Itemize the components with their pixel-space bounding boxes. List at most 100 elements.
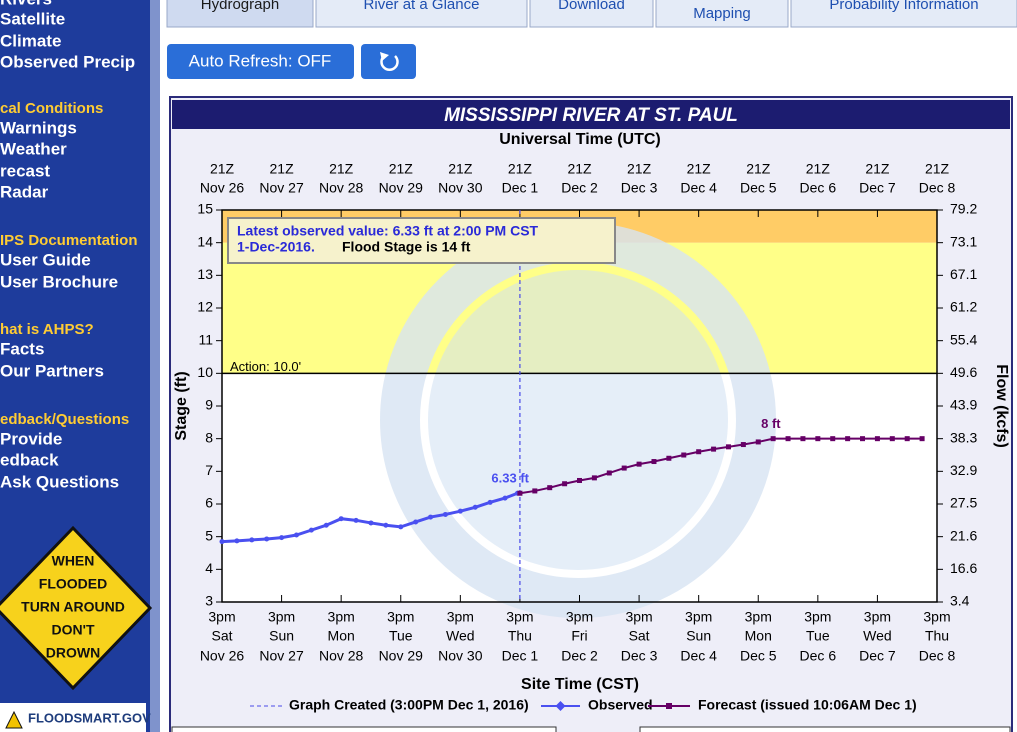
- top-tick-date: Dec 6: [800, 180, 837, 196]
- sidebar-link[interactable]: Rivers: [0, 0, 52, 8]
- top-tick-time: 21Z: [329, 161, 354, 177]
- sidebar-link[interactable]: Ask Questions: [0, 472, 119, 491]
- sidebar-header[interactable]: hat is AHPS?: [0, 321, 94, 338]
- forecast-point: [606, 470, 612, 476]
- x-tick-date: Dec 1: [502, 648, 539, 664]
- y-tick-label: 5: [205, 527, 213, 543]
- forecast-point: [874, 436, 880, 442]
- lower-box: [639, 726, 1011, 732]
- tab[interactable]: [166, 0, 314, 28]
- x-tick-weekday: Mon: [328, 628, 355, 644]
- tab[interactable]: [655, 0, 789, 28]
- forecast-point: [547, 485, 553, 491]
- sidebar-link[interactable]: Weather: [0, 139, 67, 158]
- tab-label[interactable]: Hydrograph: [201, 0, 279, 13]
- forecast-point: [532, 488, 538, 494]
- x-tick-time: 3pm: [804, 609, 831, 625]
- forecast-point: [904, 436, 910, 442]
- top-tick-date: Dec 2: [561, 180, 598, 196]
- x-tick-weekday: Tue: [389, 628, 413, 644]
- observed-point: [249, 537, 255, 543]
- sidebar-header[interactable]: cal Conditions: [0, 100, 103, 117]
- y-tick-label: 7: [205, 462, 213, 478]
- tab[interactable]: [790, 0, 1017, 28]
- tab[interactable]: [315, 0, 528, 28]
- tab-label[interactable]: InundationMapping: [687, 0, 757, 22]
- sidebar-link[interactable]: recast: [0, 161, 50, 180]
- x-tick-date: Dec 4: [680, 648, 717, 664]
- forecast-point: [740, 442, 746, 448]
- y2-tick-label: 38.3: [950, 429, 977, 445]
- observed-point: [472, 504, 478, 510]
- tab-label[interactable]: River at a Glance: [364, 0, 480, 13]
- y-tick-label: 11: [198, 331, 213, 347]
- y2-tick-label: 55.4: [950, 331, 977, 347]
- y2-tick-label: 43.9: [950, 397, 977, 413]
- legend-marker: [666, 703, 672, 709]
- latest-line2: 1-Dec-2016.: [237, 239, 315, 255]
- y2-tick-label: 3.4: [950, 593, 970, 609]
- sidebar-link[interactable]: Radar: [0, 182, 49, 201]
- y2-tick-label: 61.2: [950, 299, 977, 315]
- sidebar-link[interactable]: User Brochure: [0, 272, 118, 291]
- observed-point: [457, 508, 463, 514]
- forecast-point: [636, 461, 642, 467]
- x-tick-time: 3pm: [387, 609, 414, 625]
- top-tick-date: Nov 29: [379, 180, 424, 196]
- sidebar-link[interactable]: User Guide: [0, 250, 91, 269]
- tab[interactable]: [529, 0, 654, 28]
- sidebar-link[interactable]: Provide: [0, 429, 62, 448]
- y2-tick-label: 67.1: [950, 266, 977, 282]
- x-tick-weekday: Thu: [925, 628, 949, 644]
- x-tick-weekday: Mon: [745, 628, 772, 644]
- y2-tick-label: 73.1: [950, 233, 977, 249]
- sidebar-link[interactable]: Climate: [0, 31, 61, 50]
- top-axis-title: Universal Time (UTC): [499, 131, 661, 148]
- x-tick-date: Nov 29: [379, 648, 424, 664]
- observed-point: [413, 519, 419, 525]
- top-tick-time: 21Z: [389, 161, 414, 177]
- sidebar-header[interactable]: IPS Documentation: [0, 232, 138, 249]
- sidebar-header[interactable]: edback/Questions: [0, 411, 129, 428]
- y-tick-label: 6: [205, 495, 213, 511]
- sidebar-link[interactable]: Observed Precip: [0, 52, 135, 71]
- forecast-point: [517, 490, 523, 496]
- series-line: [519, 437, 923, 495]
- title-bar: [172, 100, 1010, 129]
- x-tick-weekday: Sat: [629, 628, 650, 644]
- refresh-button[interactable]: [361, 44, 416, 79]
- top-tick-time: 21Z: [508, 161, 533, 177]
- x-tick-time: 3pm: [268, 609, 295, 625]
- top-tick-date: Nov 27: [259, 180, 304, 196]
- sidebar-link[interactable]: Our Partners: [0, 361, 104, 380]
- sidebar-link[interactable]: Satellite: [0, 9, 65, 28]
- noaa-watermark: [428, 270, 728, 570]
- top-tick-time: 21Z: [210, 161, 235, 177]
- auto-refresh-button[interactable]: [167, 44, 354, 79]
- tab-label[interactable]: Download: [558, 0, 625, 13]
- x-tick-date: Nov 27: [259, 648, 304, 664]
- sidebar-link[interactable]: Warnings: [0, 118, 77, 137]
- observed-point: [279, 535, 285, 541]
- top-tick-date: Nov 30: [438, 180, 483, 196]
- sidebar-link[interactable]: Facts: [0, 339, 44, 358]
- forecast-point: [591, 475, 597, 481]
- tab-label[interactable]: Probability Information: [829, 0, 978, 13]
- sidebar-link[interactable]: edback: [0, 450, 59, 469]
- y2-tick-label: 32.9: [950, 462, 977, 478]
- x-tick-time: 3pm: [685, 609, 712, 625]
- top-tick-time: 21Z: [567, 161, 592, 177]
- observed-point: [234, 538, 240, 544]
- x-tick-date: Nov 30: [438, 648, 483, 664]
- forecast-point: [845, 436, 851, 442]
- forecast-point: [770, 436, 776, 442]
- flood-stage-note: Flood Stage is 14 ft: [342, 239, 471, 255]
- auto-refresh-label[interactable]: Auto Refresh: OFF: [189, 51, 332, 70]
- observed-point: [368, 520, 374, 526]
- banner-text[interactable]: FLOODSMART.GOV: [28, 710, 151, 725]
- forecast-point: [815, 436, 821, 442]
- y-tick-label: 10: [197, 364, 213, 380]
- sidebar-edge: [150, 0, 160, 732]
- legend-label: Forecast (issued 10:06AM Dec 1): [698, 697, 917, 713]
